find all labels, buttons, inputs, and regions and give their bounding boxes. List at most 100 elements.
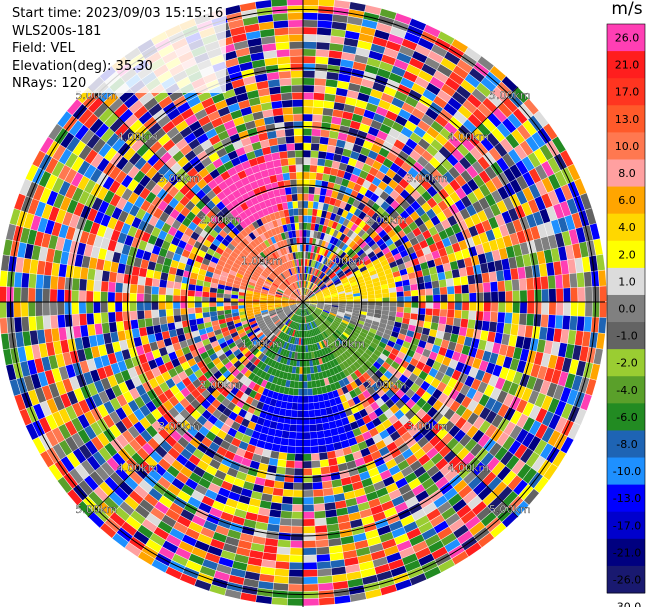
gate-cell bbox=[433, 95, 448, 109]
gate-cell bbox=[36, 260, 46, 275]
gate-cell bbox=[236, 232, 245, 241]
gate-cell bbox=[284, 290, 291, 295]
gate-cell bbox=[355, 47, 370, 58]
gate-cell bbox=[422, 348, 432, 358]
gate-cell bbox=[190, 388, 201, 399]
gate-cell bbox=[344, 392, 353, 401]
gate-cell bbox=[305, 323, 308, 331]
gate-cell bbox=[231, 305, 239, 310]
gate-cell bbox=[475, 369, 486, 382]
gate-cell bbox=[149, 450, 163, 464]
gate-cell bbox=[167, 108, 181, 121]
gate-cell bbox=[274, 250, 280, 259]
gate-cell bbox=[430, 322, 439, 331]
gate-cell bbox=[316, 387, 323, 395]
gate-cell bbox=[280, 315, 287, 322]
gate-cell bbox=[362, 205, 371, 215]
gate-cell bbox=[230, 156, 241, 167]
gate-cell bbox=[395, 281, 403, 288]
gate-cell bbox=[240, 202, 249, 211]
gate-cell bbox=[389, 145, 402, 157]
gate-cell bbox=[170, 162, 182, 174]
gate-cell bbox=[153, 526, 170, 540]
gate-cell bbox=[340, 118, 352, 128]
gate-cell bbox=[101, 322, 110, 334]
gate-cell bbox=[469, 521, 486, 536]
gate-cell bbox=[194, 369, 204, 379]
gate-cell bbox=[314, 310, 321, 316]
gate-cell bbox=[291, 366, 297, 374]
gate-cell bbox=[172, 150, 185, 163]
gate-cell bbox=[534, 439, 548, 456]
gate-cell bbox=[345, 97, 357, 107]
gate-cell bbox=[548, 173, 561, 190]
gate-cell bbox=[257, 385, 265, 395]
gate-cell bbox=[71, 156, 85, 172]
gate-cell bbox=[313, 320, 319, 327]
gate-cell bbox=[359, 344, 368, 352]
gate-cell bbox=[261, 146, 272, 156]
gate-cell bbox=[381, 141, 394, 152]
gate-cell bbox=[336, 259, 344, 267]
gate-cell bbox=[550, 219, 562, 235]
gate-cell bbox=[282, 294, 290, 298]
gate-cell bbox=[283, 318, 290, 325]
gate-cell bbox=[209, 243, 218, 252]
gate-cell bbox=[88, 257, 98, 270]
gate-cell bbox=[419, 424, 431, 436]
gate-cell bbox=[306, 308, 311, 315]
gate-cell bbox=[256, 317, 264, 323]
gate-cell bbox=[231, 298, 238, 302]
gate-cell bbox=[340, 439, 350, 449]
gate-cell bbox=[261, 36, 276, 45]
gate-cell bbox=[416, 361, 426, 371]
gate-cell bbox=[484, 251, 494, 263]
gate-cell bbox=[105, 249, 115, 262]
gate-cell bbox=[215, 234, 225, 243]
gate-cell bbox=[446, 437, 459, 450]
gate-cell bbox=[244, 387, 253, 396]
gate-cell bbox=[253, 171, 263, 181]
gate-cell bbox=[447, 286, 455, 295]
gate-cell bbox=[152, 207, 164, 219]
gate-cell bbox=[355, 494, 368, 505]
gate-cell bbox=[428, 226, 438, 237]
gate-cell bbox=[277, 266, 284, 273]
gate-cell bbox=[389, 374, 399, 384]
gate-cell bbox=[210, 315, 218, 322]
gate-cell bbox=[515, 428, 529, 444]
gate-cell bbox=[328, 285, 336, 291]
gate-cell bbox=[140, 429, 153, 443]
gate-cell bbox=[436, 64, 453, 78]
gate-cell bbox=[299, 308, 302, 316]
gate-cell bbox=[300, 316, 303, 324]
gate-cell bbox=[121, 521, 137, 536]
gate-cell bbox=[88, 335, 98, 348]
gate-cell bbox=[375, 293, 383, 299]
gate-cell bbox=[263, 373, 271, 381]
gate-cell bbox=[432, 388, 443, 400]
gate-cell bbox=[245, 396, 254, 405]
gate-cell bbox=[192, 215, 202, 226]
gate-cell bbox=[294, 381, 299, 389]
gate-cell bbox=[127, 400, 139, 413]
gate-cell bbox=[71, 187, 84, 202]
gate-cell bbox=[269, 420, 278, 430]
gate-cell bbox=[410, 382, 420, 393]
gate-cell bbox=[328, 326, 335, 333]
gate-cell bbox=[207, 179, 218, 190]
gate-cell bbox=[325, 443, 335, 452]
gate-cell bbox=[78, 399, 91, 414]
gate-cell bbox=[220, 170, 231, 181]
gate-cell bbox=[64, 420, 78, 436]
gate-cell bbox=[209, 352, 218, 361]
gate-cell bbox=[263, 419, 272, 428]
gate-cell bbox=[152, 109, 167, 122]
gate-cell bbox=[568, 359, 579, 375]
gate-cell bbox=[361, 19, 378, 30]
gate-cell bbox=[439, 127, 453, 141]
gate-cell bbox=[246, 444, 256, 454]
gate-cell bbox=[547, 314, 556, 329]
gate-cell bbox=[344, 329, 352, 336]
gate-cell bbox=[382, 292, 390, 298]
